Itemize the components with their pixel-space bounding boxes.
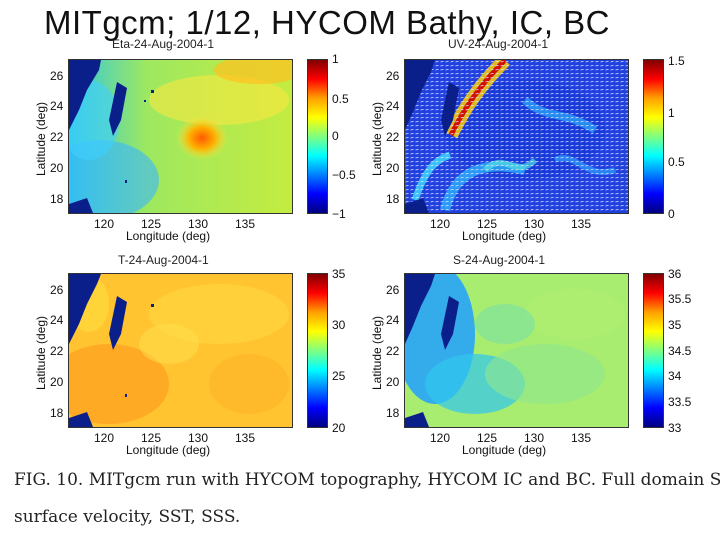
x-axis-label: Longitude (deg) <box>462 443 547 457</box>
y-tick: 20 <box>50 375 64 389</box>
x-tick: 120 <box>430 217 451 231</box>
cbar-tick: 1 <box>332 52 339 66</box>
sst-map <box>68 273 293 428</box>
x-tick: 125 <box>477 431 498 445</box>
cbar-tick: 1.5 <box>668 54 685 68</box>
ssh-map <box>68 59 293 214</box>
x-tick: 135 <box>571 431 592 445</box>
x-tick: 120 <box>94 431 115 445</box>
cbar-tick: 20 <box>332 421 346 435</box>
y-tick: 20 <box>50 161 64 175</box>
cbar-tick: 33 <box>668 421 682 435</box>
x-tick: 130 <box>188 217 209 231</box>
y-tick: 26 <box>50 69 64 83</box>
figure-caption-line2: surface velocity, SST, SSS. <box>14 507 241 527</box>
y-tick: 22 <box>50 130 64 144</box>
x-tick: 125 <box>141 217 162 231</box>
colorbar <box>307 59 328 214</box>
cbar-tick: 33.5 <box>668 395 692 409</box>
panel-title: S-24-Aug-2004-1 <box>453 253 546 267</box>
y-tick: 22 <box>386 344 400 358</box>
cbar-tick: 25 <box>332 369 346 383</box>
y-tick: 26 <box>386 283 400 297</box>
cbar-tick: 35.5 <box>668 292 692 306</box>
y-tick: 24 <box>386 313 400 327</box>
y-axis-label: Latitude (deg) <box>34 101 48 177</box>
y-tick: 18 <box>386 192 400 206</box>
cbar-tick: 36 <box>668 267 682 281</box>
y-axis-label: Latitude (deg) <box>370 101 384 177</box>
colorbar <box>643 59 664 214</box>
y-tick: 18 <box>50 192 64 206</box>
x-axis-label: Longitude (deg) <box>462 229 547 243</box>
figure-caption-line1: FIG. 10. MITgcm run with HYCOM topograph… <box>14 470 720 490</box>
y-tick: 22 <box>386 130 400 144</box>
cbar-tick: 30 <box>332 318 346 332</box>
y-tick: 24 <box>386 99 400 113</box>
panel-title: UV-24-Aug-2004-1 <box>448 37 549 51</box>
y-tick: 18 <box>50 406 64 420</box>
y-tick: 20 <box>386 161 400 175</box>
x-tick: 135 <box>571 217 592 231</box>
panel-title: Eta-24-Aug-2004-1 <box>112 37 215 51</box>
x-tick: 120 <box>430 431 451 445</box>
cbar-tick: 0 <box>332 129 339 143</box>
velocity-map <box>404 59 629 214</box>
x-axis-label: Longitude (deg) <box>126 229 211 243</box>
cbar-tick: 34 <box>668 369 682 383</box>
x-tick: 130 <box>524 431 545 445</box>
y-tick: 24 <box>50 99 64 113</box>
cbar-tick: 0 <box>668 207 675 221</box>
x-tick: 120 <box>94 217 115 231</box>
cbar-tick: −0.5 <box>332 168 356 182</box>
cbar-tick: 0.5 <box>668 155 685 169</box>
cbar-tick: 34.5 <box>668 344 692 358</box>
x-axis-label: Longitude (deg) <box>126 443 211 457</box>
x-tick: 135 <box>235 431 256 445</box>
y-axis-label: Latitude (deg) <box>370 315 384 391</box>
cbar-tick: 0.5 <box>332 92 349 106</box>
y-tick: 24 <box>50 313 64 327</box>
x-tick: 130 <box>524 217 545 231</box>
x-tick: 125 <box>141 431 162 445</box>
x-tick: 130 <box>188 431 209 445</box>
y-tick: 26 <box>50 283 64 297</box>
cbar-tick: 35 <box>332 267 346 281</box>
cbar-tick: 1 <box>668 106 675 120</box>
y-tick: 22 <box>50 344 64 358</box>
sss-map <box>404 273 629 428</box>
x-tick: 135 <box>235 217 256 231</box>
y-tick: 18 <box>386 406 400 420</box>
y-tick: 20 <box>386 375 400 389</box>
x-tick: 125 <box>477 217 498 231</box>
cbar-tick: 35 <box>668 318 682 332</box>
y-tick: 26 <box>386 69 400 83</box>
cbar-tick: −1 <box>332 207 346 221</box>
colorbar <box>307 273 328 428</box>
slide-title: MITgcm; 1/12, HYCOM Bathy, IC, BC <box>44 4 611 41</box>
colorbar <box>643 273 664 428</box>
y-axis-label: Latitude (deg) <box>34 315 48 391</box>
panel-title: T-24-Aug-2004-1 <box>118 253 209 267</box>
